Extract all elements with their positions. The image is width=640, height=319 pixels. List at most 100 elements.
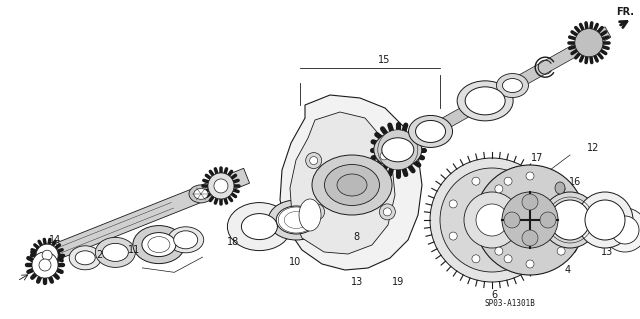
Circle shape (440, 168, 544, 272)
Circle shape (449, 232, 457, 240)
Ellipse shape (36, 244, 58, 266)
Circle shape (380, 204, 396, 220)
Circle shape (449, 200, 457, 208)
Circle shape (306, 152, 322, 168)
Ellipse shape (542, 192, 598, 248)
Ellipse shape (457, 81, 513, 121)
Circle shape (308, 204, 324, 220)
Circle shape (430, 158, 554, 282)
Text: 20: 20 (96, 250, 108, 260)
Ellipse shape (102, 243, 129, 261)
Circle shape (504, 212, 520, 228)
Ellipse shape (133, 226, 185, 263)
Circle shape (310, 157, 317, 165)
Ellipse shape (36, 244, 58, 266)
Circle shape (476, 204, 508, 236)
Ellipse shape (32, 252, 58, 278)
Text: 19: 19 (392, 277, 404, 287)
Circle shape (495, 247, 503, 255)
Ellipse shape (69, 246, 101, 270)
Circle shape (495, 185, 503, 193)
Ellipse shape (408, 115, 452, 147)
Ellipse shape (502, 78, 522, 93)
Text: 19: 19 (566, 245, 578, 255)
Ellipse shape (227, 203, 291, 251)
Text: 17: 17 (531, 153, 543, 163)
Text: 8: 8 (353, 232, 359, 242)
Ellipse shape (611, 216, 639, 244)
Ellipse shape (550, 200, 590, 240)
Ellipse shape (415, 121, 445, 143)
Circle shape (570, 216, 578, 224)
Circle shape (557, 247, 565, 255)
Ellipse shape (95, 237, 135, 267)
Ellipse shape (555, 182, 565, 194)
Text: 6: 6 (491, 290, 497, 300)
Ellipse shape (39, 259, 51, 271)
Ellipse shape (168, 227, 204, 253)
Circle shape (472, 177, 480, 185)
Ellipse shape (382, 138, 414, 162)
Circle shape (502, 192, 558, 248)
Ellipse shape (194, 189, 208, 199)
Circle shape (527, 232, 535, 240)
Text: 18: 18 (227, 237, 239, 247)
Text: 13: 13 (351, 277, 363, 287)
Text: 9: 9 (262, 223, 268, 233)
Ellipse shape (374, 132, 422, 168)
Ellipse shape (208, 173, 234, 199)
Circle shape (380, 152, 388, 160)
Circle shape (527, 200, 535, 208)
Text: 14: 14 (49, 235, 61, 245)
Circle shape (522, 194, 538, 210)
Polygon shape (332, 27, 611, 190)
Polygon shape (290, 112, 395, 254)
Circle shape (526, 260, 534, 268)
Ellipse shape (299, 199, 321, 231)
Ellipse shape (378, 130, 418, 170)
Ellipse shape (324, 165, 380, 205)
Circle shape (383, 208, 391, 216)
Text: 15: 15 (378, 55, 390, 65)
Ellipse shape (268, 200, 324, 240)
Circle shape (540, 212, 556, 228)
Polygon shape (56, 168, 250, 258)
Ellipse shape (312, 155, 392, 215)
Text: 5: 5 (441, 213, 447, 223)
Text: SP03-A1301B: SP03-A1301B (484, 299, 536, 308)
Ellipse shape (42, 250, 52, 260)
Ellipse shape (76, 251, 95, 265)
Circle shape (376, 148, 392, 164)
Polygon shape (280, 95, 422, 270)
Ellipse shape (603, 208, 640, 252)
Text: 10: 10 (289, 257, 301, 267)
Text: 3: 3 (31, 267, 37, 277)
Ellipse shape (214, 179, 228, 193)
Circle shape (557, 185, 565, 193)
Text: 7: 7 (480, 185, 486, 195)
Circle shape (504, 177, 512, 185)
Ellipse shape (241, 214, 277, 240)
Ellipse shape (208, 173, 234, 199)
Ellipse shape (577, 192, 633, 248)
Circle shape (482, 216, 490, 224)
Circle shape (526, 172, 534, 180)
Ellipse shape (497, 74, 529, 98)
Circle shape (313, 208, 321, 216)
Ellipse shape (276, 206, 316, 234)
Circle shape (464, 192, 520, 248)
Text: 16: 16 (569, 177, 581, 187)
Ellipse shape (585, 200, 625, 240)
Text: 4: 4 (565, 265, 571, 275)
Circle shape (472, 255, 480, 263)
Ellipse shape (189, 185, 213, 203)
Text: 13: 13 (601, 247, 613, 257)
Ellipse shape (32, 252, 58, 278)
Text: 12: 12 (587, 143, 599, 153)
Circle shape (475, 165, 585, 275)
Ellipse shape (575, 29, 603, 57)
Ellipse shape (142, 233, 176, 256)
Circle shape (504, 255, 512, 263)
Text: FR.: FR. (616, 7, 634, 18)
Circle shape (522, 230, 538, 246)
